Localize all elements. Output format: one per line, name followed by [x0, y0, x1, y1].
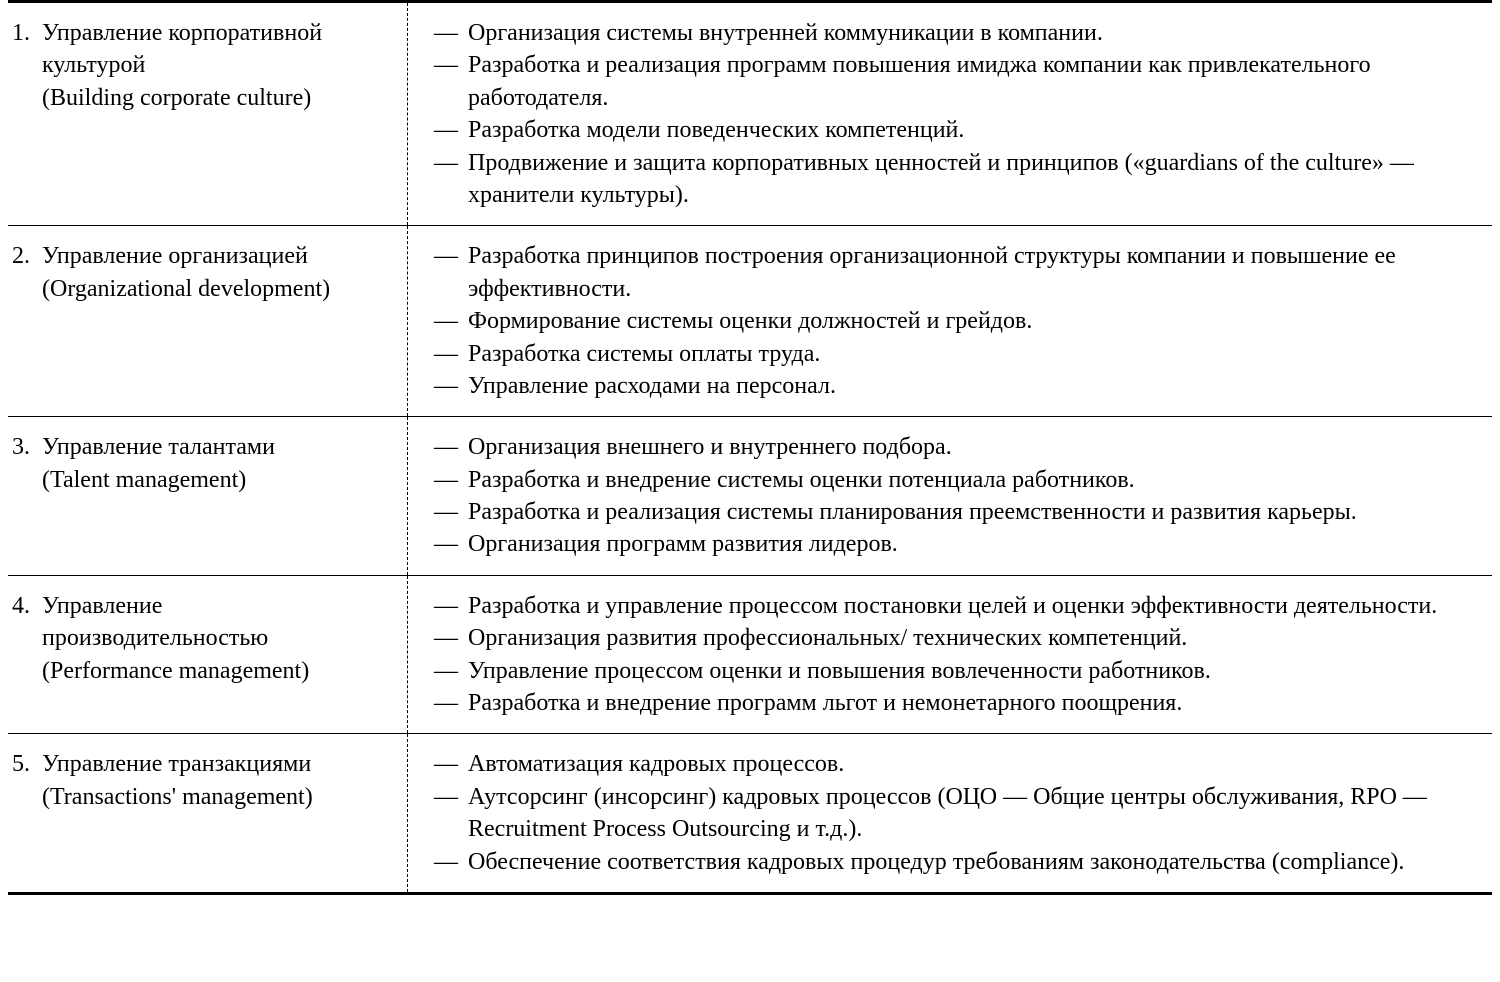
list-item: —Организация внешнего и внутреннего подб…	[434, 431, 1484, 463]
list-item-text: Разработка модели поведенческих компетен…	[468, 114, 1484, 146]
bullet-dash-icon: —	[434, 496, 468, 528]
list-item-text: Разработка системы оплаты труда.	[468, 338, 1484, 370]
bullet-dash-icon: —	[434, 464, 468, 496]
title-block: 4.Управление производительностью(Perform…	[12, 590, 389, 687]
list-item: —Разработка и внедрение системы оценки п…	[434, 464, 1484, 496]
title-ru: Управление производительностью	[42, 590, 389, 655]
row-number: 3.	[12, 431, 42, 496]
bullet-dash-icon: —	[434, 590, 468, 622]
title-en: (Transactions' management)	[42, 781, 389, 813]
list-item: —Разработка и реализация программ повыше…	[434, 49, 1484, 114]
bullet-dash-icon: —	[434, 17, 468, 49]
list-item-text: Продвижение и защита корпоративных ценно…	[468, 147, 1484, 212]
row-number: 5.	[12, 748, 42, 813]
table-row: 1.Управление корпоративной культурой(Bui…	[8, 3, 1492, 225]
list-item: —Продвижение и защита корпоративных ценн…	[434, 147, 1484, 212]
table-row: 2.Управление организацией(Organizational…	[8, 225, 1492, 416]
list-item-text: Управление процессом оценки и повышения …	[468, 655, 1484, 687]
table-row: 3.Управление талантами(Talent management…	[8, 416, 1492, 575]
row-title-cell: 5.Управление транзакциями(Transactions' …	[8, 734, 408, 892]
bullet-dash-icon: —	[434, 622, 468, 654]
list-item: —Организация развития профессиональных/ …	[434, 622, 1484, 654]
list-item: —Аутсорсинг (инсорсинг) кадровых процесс…	[434, 781, 1484, 846]
list-item: —Разработка и управление процессом поста…	[434, 590, 1484, 622]
list-item-text: Управление расходами на персонал.	[468, 370, 1484, 402]
bullet-dash-icon: —	[434, 748, 468, 780]
list-item-text: Разработка и внедрение программ льгот и …	[468, 687, 1484, 719]
row-title-cell: 2.Управление организацией(Organizational…	[8, 226, 408, 416]
list-item: —Разработка и внедрение программ льгот и…	[434, 687, 1484, 719]
title-text: Управление корпоративной культурой(Build…	[42, 17, 389, 114]
list-item-text: Организация развития профессиональных/ т…	[468, 622, 1484, 654]
row-items-cell: —Организация внешнего и внутреннего подб…	[408, 417, 1492, 575]
list-item: —Организация программ развития лидеров.	[434, 528, 1484, 560]
bullet-dash-icon: —	[434, 687, 468, 719]
row-items-cell: —Автоматизация кадровых процессов.—Аутсо…	[408, 734, 1492, 892]
list-item: —Обеспечение соответствия кадровых проце…	[434, 846, 1484, 878]
bullet-dash-icon: —	[434, 338, 468, 370]
title-ru: Управление корпоративной культурой	[42, 17, 389, 82]
list-item: —Автоматизация кадровых процессов.	[434, 748, 1484, 780]
bullet-dash-icon: —	[434, 240, 468, 305]
bullet-dash-icon: —	[434, 49, 468, 114]
title-en: (Building corporate culture)	[42, 82, 389, 114]
row-title-cell: 4.Управление производительностью(Perform…	[8, 576, 408, 734]
title-en: (Performance management)	[42, 655, 389, 687]
row-items-cell: —Разработка и управление процессом поста…	[408, 576, 1492, 734]
list-item-text: Разработка и управление процессом постан…	[468, 590, 1484, 622]
title-block: 2.Управление организацией(Organizational…	[12, 240, 389, 305]
bullet-dash-icon: —	[434, 655, 468, 687]
list-item: —Формирование системы оценки должностей …	[434, 305, 1484, 337]
list-item: —Разработка системы оплаты труда.	[434, 338, 1484, 370]
list-item: —Управление процессом оценки и повышения…	[434, 655, 1484, 687]
title-ru: Управление организацией	[42, 240, 389, 272]
list-item: —Управление расходами на персонал.	[434, 370, 1484, 402]
bullet-dash-icon: —	[434, 114, 468, 146]
list-item-text: Разработка и реализация программ повышен…	[468, 49, 1484, 114]
row-number: 1.	[12, 17, 42, 114]
hr-functions-table: 1.Управление корпоративной культурой(Bui…	[8, 0, 1492, 895]
list-item: —Разработка модели поведенческих компете…	[434, 114, 1484, 146]
title-ru: Управление талантами	[42, 431, 389, 463]
row-items-cell: —Организация системы внутренней коммуник…	[408, 3, 1492, 225]
bullet-dash-icon: —	[434, 846, 468, 878]
table-row: 5.Управление транзакциями(Transactions' …	[8, 733, 1492, 892]
title-text: Управление талантами(Talent management)	[42, 431, 389, 496]
list-item-text: Обеспечение соответствия кадровых процед…	[468, 846, 1484, 878]
title-en: (Talent management)	[42, 464, 389, 496]
list-item-text: Организация внешнего и внутреннего подбо…	[468, 431, 1484, 463]
title-block: 1.Управление корпоративной культурой(Bui…	[12, 17, 389, 114]
page: 1.Управление корпоративной культурой(Bui…	[0, 0, 1500, 895]
bullet-dash-icon: —	[434, 147, 468, 212]
row-number: 2.	[12, 240, 42, 305]
title-text: Управление организацией(Organizational d…	[42, 240, 389, 305]
list-item-text: Разработка и внедрение системы оценки по…	[468, 464, 1484, 496]
bullet-dash-icon: —	[434, 431, 468, 463]
list-item-text: Разработка и реализация системы планиров…	[468, 496, 1484, 528]
list-item-text: Организация системы внутренней коммуника…	[468, 17, 1484, 49]
title-text: Управление производительностью(Performan…	[42, 590, 389, 687]
list-item: —Разработка и реализация системы планиро…	[434, 496, 1484, 528]
list-item: —Разработка принципов построения организ…	[434, 240, 1484, 305]
row-number: 4.	[12, 590, 42, 687]
bullet-dash-icon: —	[434, 781, 468, 846]
title-en: (Organizational development)	[42, 273, 389, 305]
list-item-text: Аутсорсинг (инсорсинг) кадровых процессо…	[468, 781, 1484, 846]
list-item-text: Автоматизация кадровых процессов.	[468, 748, 1484, 780]
bullet-dash-icon: —	[434, 305, 468, 337]
bullet-dash-icon: —	[434, 370, 468, 402]
list-item-text: Организация программ развития лидеров.	[468, 528, 1484, 560]
bullet-dash-icon: —	[434, 528, 468, 560]
title-block: 5.Управление транзакциями(Transactions' …	[12, 748, 389, 813]
list-item-text: Разработка принципов построения организа…	[468, 240, 1484, 305]
title-ru: Управление транзакциями	[42, 748, 389, 780]
title-block: 3.Управление талантами(Talent management…	[12, 431, 389, 496]
list-item-text: Формирование системы оценки должностей и…	[468, 305, 1484, 337]
row-items-cell: —Разработка принципов построения организ…	[408, 226, 1492, 416]
title-text: Управление транзакциями(Transactions' ma…	[42, 748, 389, 813]
list-item: —Организация системы внутренней коммуник…	[434, 17, 1484, 49]
table-row: 4.Управление производительностью(Perform…	[8, 575, 1492, 734]
row-title-cell: 3.Управление талантами(Talent management…	[8, 417, 408, 575]
row-title-cell: 1.Управление корпоративной культурой(Bui…	[8, 3, 408, 225]
